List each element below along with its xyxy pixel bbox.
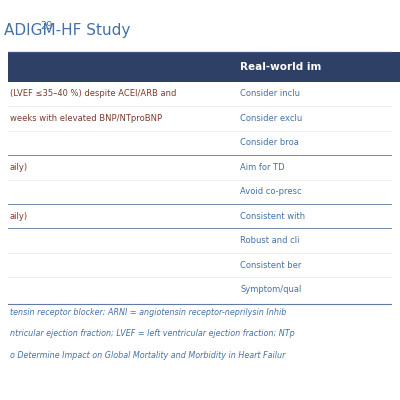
Text: Real-world im: Real-world im [240,62,322,72]
Bar [8,106,400,131]
Text: 29: 29 [40,22,52,32]
Text: aily): aily) [10,163,28,172]
Text: (LVEF ≤35–40 %) despite ACEI/ARB and: (LVEF ≤35–40 %) despite ACEI/ARB and [10,90,176,98]
Bar [8,228,400,253]
Text: weeks with elevated BNP/NTproBNP: weeks with elevated BNP/NTproBNP [10,114,162,123]
Text: Consider inclu: Consider inclu [240,90,300,98]
Text: o Determine Impact on Global Mortality and Morbidity in Heart Failur: o Determine Impact on Global Mortality a… [10,350,285,360]
Text: Avoid co-presc: Avoid co-presc [240,187,302,196]
Bar [8,253,400,277]
Text: Consistent with: Consistent with [240,212,306,221]
Bar [8,180,400,204]
Bar [8,155,400,180]
Text: Consider broa: Consider broa [240,138,299,147]
Bar [8,131,400,155]
Text: Consistent ber: Consistent ber [240,260,302,270]
Text: ntricular ejection fraction; LVEF = left ventricular ejection fraction; NTp: ntricular ejection fraction; LVEF = left… [10,330,295,338]
Text: Robust and cli: Robust and cli [240,236,300,245]
Text: ADIGM-HF Study: ADIGM-HF Study [4,23,130,38]
Text: Aim for TD: Aim for TD [240,163,285,172]
Bar [8,204,400,228]
Bar [8,82,400,106]
Text: aily): aily) [10,212,28,221]
Text: Consider exclu: Consider exclu [240,114,302,123]
Bar [8,52,400,82]
Bar [8,277,400,302]
Text: Symptom/qual: Symptom/qual [240,285,302,294]
Text: tensin receptor blocker; ARNI = angiotensin receptor-neprilysin Inhib: tensin receptor blocker; ARNI = angioten… [10,308,286,317]
